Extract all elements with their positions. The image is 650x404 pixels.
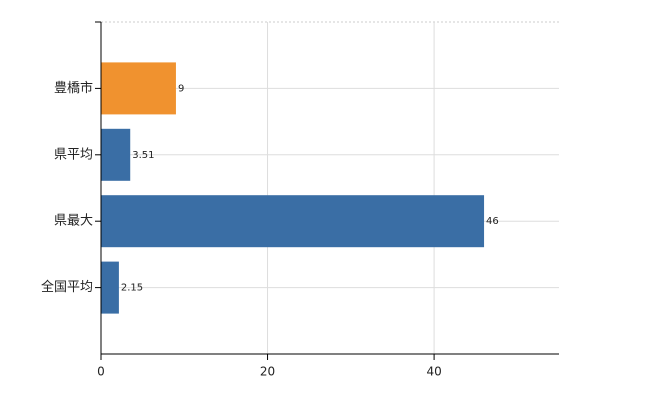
y-tick-label: 全国平均 [41, 279, 93, 295]
x-tick-label: 40 [426, 365, 441, 379]
bar [101, 62, 176, 115]
bar [101, 128, 131, 181]
bar [101, 195, 485, 248]
y-tick-label: 県最大 [54, 214, 93, 229]
value-label: 2.15 [121, 283, 143, 294]
x-tick-label: 20 [260, 365, 275, 379]
y-tick-label: 県平均 [54, 147, 93, 162]
x-tick-label: 0 [97, 365, 105, 379]
y-tick-label: 豊橋市 [54, 80, 93, 96]
value-label: 46 [486, 216, 499, 227]
value-label: 3.51 [132, 150, 154, 161]
bar [101, 261, 119, 314]
value-label: 9 [178, 83, 184, 94]
